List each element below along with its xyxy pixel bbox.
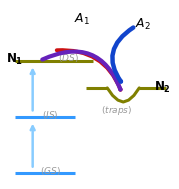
Text: $(DS)$: $(DS)$ — [58, 52, 79, 64]
Text: $\mathbf{N_1}$: $\mathbf{N_1}$ — [6, 52, 23, 67]
Text: $\mathbf{N_2}$: $\mathbf{N_2}$ — [154, 80, 171, 95]
Text: $\mathit{A}_\mathit{2}$: $\mathit{A}_\mathit{2}$ — [135, 17, 151, 32]
Text: $(IS)$: $(IS)$ — [42, 109, 59, 121]
FancyArrowPatch shape — [57, 50, 120, 90]
FancyArrowPatch shape — [112, 28, 133, 81]
FancyArrowPatch shape — [42, 52, 120, 89]
Text: $\mathit{A}_\mathit{1}$: $\mathit{A}_\mathit{1}$ — [74, 12, 90, 27]
Text: $(GS)$: $(GS)$ — [40, 165, 61, 177]
Text: $(traps)$: $(traps)$ — [101, 104, 133, 117]
